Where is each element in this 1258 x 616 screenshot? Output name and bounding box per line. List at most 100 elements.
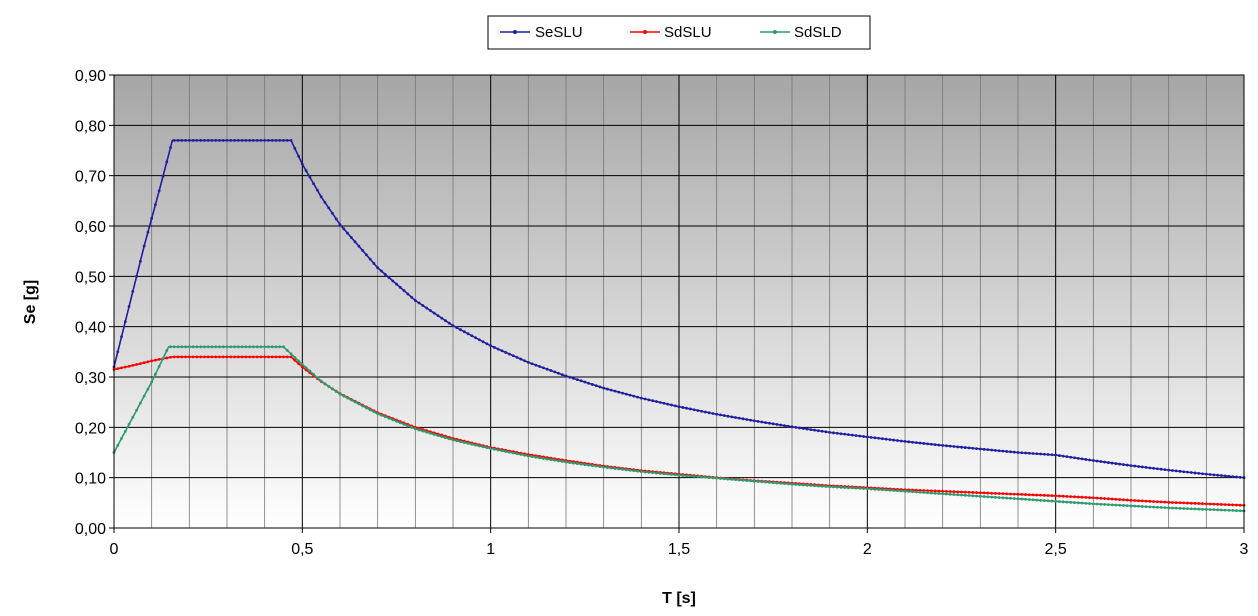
data-point	[760, 420, 764, 424]
data-point	[956, 493, 960, 497]
data-point	[1171, 469, 1174, 472]
data-point	[267, 345, 270, 349]
data-point	[922, 489, 926, 492]
data-point	[843, 486, 847, 489]
data-point	[229, 139, 233, 142]
data-point	[865, 487, 869, 491]
data-point	[157, 189, 161, 193]
data-point	[300, 363, 304, 366]
data-point	[726, 414, 730, 418]
legend: SeSLU SdSLU SdSLD	[487, 15, 871, 50]
data-point	[504, 450, 508, 453]
data-point	[756, 480, 760, 483]
data-point	[138, 362, 142, 366]
data-point	[1144, 505, 1148, 509]
data-point	[575, 462, 579, 465]
data-point	[334, 390, 338, 393]
data-point	[267, 139, 270, 142]
data-point	[176, 139, 180, 142]
data-point	[651, 471, 655, 475]
data-point	[1073, 456, 1076, 460]
data-point	[839, 485, 843, 489]
data-point	[655, 471, 658, 475]
data-point	[960, 445, 963, 449]
data-point	[967, 490, 971, 494]
data-point	[639, 470, 643, 474]
data-point	[1046, 494, 1050, 497]
data-point	[1186, 507, 1189, 511]
data-point	[436, 314, 440, 317]
x-axis: 0 0,5 1 1,5 2 2,5 3	[110, 528, 1249, 558]
data-point	[786, 424, 790, 428]
data-point	[511, 354, 515, 358]
data-point	[673, 404, 677, 408]
data-point	[429, 309, 432, 312]
data-point	[749, 418, 752, 422]
data-point	[1080, 501, 1084, 505]
data-point	[722, 477, 726, 481]
data-point	[180, 139, 184, 142]
data-point	[606, 387, 609, 391]
data-point	[881, 437, 884, 441]
data-point	[191, 355, 195, 359]
data-point	[184, 345, 187, 349]
data-point	[398, 286, 402, 289]
data-point	[316, 188, 319, 192]
data-point	[380, 413, 383, 417]
data-point	[1223, 503, 1227, 506]
data-point	[922, 442, 926, 445]
data-point	[278, 355, 282, 359]
data-point	[737, 416, 741, 420]
data-point	[1238, 503, 1242, 507]
data-point	[583, 463, 587, 466]
data-point	[530, 362, 534, 366]
data-point	[926, 491, 929, 495]
data-point	[515, 452, 519, 456]
data-point	[734, 416, 737, 419]
data-point	[801, 427, 805, 430]
data-point	[248, 345, 252, 349]
data-point	[737, 478, 741, 482]
data-point	[319, 379, 323, 383]
data-point	[865, 435, 869, 439]
data-point	[285, 348, 289, 352]
data-point	[282, 345, 285, 349]
data-point	[1001, 492, 1005, 496]
data-point	[240, 355, 244, 359]
data-point	[1012, 492, 1016, 496]
data-point	[1031, 493, 1035, 497]
data-point	[1122, 504, 1125, 507]
data-point	[323, 382, 327, 386]
data-point	[240, 345, 244, 349]
data-point	[568, 461, 572, 464]
data-point	[752, 479, 756, 483]
data-point	[997, 492, 1001, 495]
data-point	[1223, 508, 1227, 512]
data-point	[285, 355, 289, 359]
data-point	[259, 345, 263, 349]
data-point	[251, 139, 255, 142]
data-point	[594, 464, 598, 468]
data-point	[711, 412, 715, 415]
data-point	[334, 217, 338, 221]
data-point	[1009, 450, 1012, 454]
data-point	[410, 295, 413, 299]
data-point	[308, 175, 312, 179]
data-point	[1227, 474, 1231, 478]
data-point	[331, 387, 334, 391]
data-point	[1186, 501, 1189, 505]
data-point	[1197, 471, 1201, 475]
data-point	[263, 345, 267, 349]
data-point	[1182, 470, 1186, 474]
data-point	[1189, 501, 1193, 505]
data-point	[929, 442, 933, 446]
data-point	[146, 387, 150, 391]
data-point	[952, 490, 956, 494]
data-point	[1088, 496, 1091, 499]
data-point	[775, 423, 779, 426]
data-point	[142, 244, 146, 248]
data-point	[425, 306, 429, 310]
data-point	[1035, 498, 1039, 502]
data-point	[172, 345, 176, 349]
data-point	[903, 489, 907, 493]
